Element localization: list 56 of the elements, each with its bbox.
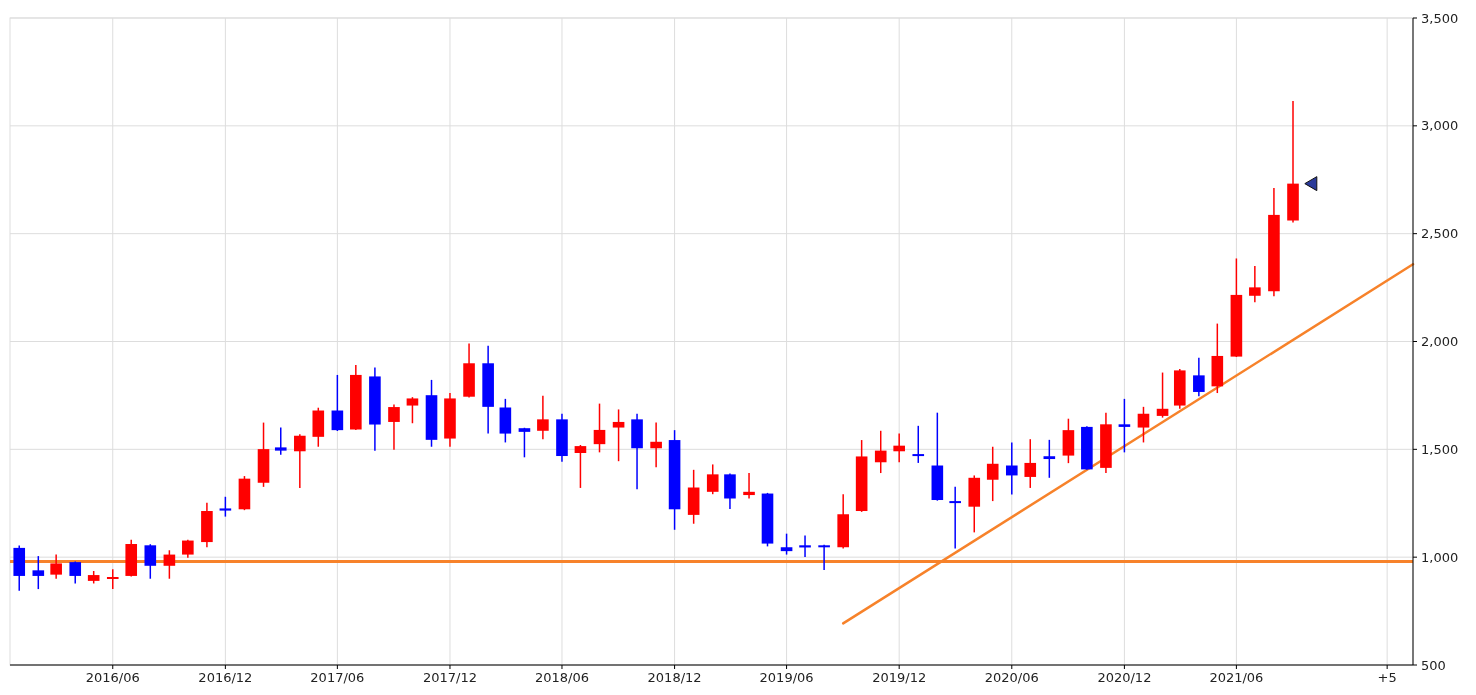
candlestick	[274, 426, 287, 456]
candlestick	[706, 463, 719, 495]
candlestick	[780, 532, 793, 556]
candlestick	[1193, 356, 1205, 398]
x-tick-label: 2018/12	[647, 670, 702, 685]
candlestick	[1137, 406, 1150, 444]
y-tick-label: 3,500	[1421, 10, 1459, 26]
x-tick-label: 2021/06	[1209, 670, 1264, 685]
candlestick	[593, 402, 606, 454]
candlestick	[1043, 439, 1056, 479]
candlestick	[537, 394, 549, 440]
x-tick-label: 2016/06	[85, 670, 140, 685]
candlestick	[799, 534, 811, 558]
candlestick	[1005, 441, 1018, 496]
candlestick	[612, 408, 625, 462]
x-tick-label: 2019/06	[759, 670, 814, 685]
candlestick	[50, 553, 62, 580]
candlestick	[518, 427, 531, 459]
candlestick	[219, 496, 232, 518]
y-tick-label: 3,000	[1421, 118, 1459, 134]
candlestick	[743, 472, 755, 500]
x-tick-label: +5	[1377, 670, 1397, 685]
x-tick-label: 2016/12	[198, 670, 253, 685]
candlestick	[294, 433, 306, 489]
candlestick	[818, 543, 830, 571]
candlestick	[1156, 371, 1169, 419]
x-tick-label: 2019/12	[872, 670, 927, 685]
candlestick	[32, 555, 45, 590]
y-tick-label: 2,500	[1421, 226, 1459, 242]
candlestick	[388, 403, 400, 451]
candlestick	[1024, 438, 1037, 489]
candlestick	[893, 432, 905, 464]
candlestick	[406, 396, 419, 424]
candlestick	[912, 425, 925, 464]
candlestick	[69, 560, 82, 585]
candlestick	[163, 549, 176, 580]
y-tick-label: 500	[1421, 657, 1446, 673]
y-tick-label: 1,500	[1421, 441, 1459, 457]
candlestick	[182, 538, 194, 559]
x-tick-label: 2018/06	[534, 670, 589, 685]
y-tick-label: 2,000	[1421, 334, 1459, 350]
candlestick	[986, 446, 999, 502]
candlestick	[650, 421, 662, 468]
candlestick	[874, 430, 887, 474]
x-tick-label: 2017/06	[310, 670, 365, 685]
x-tick-label: 2017/12	[422, 670, 477, 685]
candlestick	[106, 568, 119, 590]
candlestick	[574, 444, 587, 489]
candlestick	[1249, 265, 1261, 303]
candlestick	[949, 486, 961, 550]
y-tick-label: 1,000	[1421, 549, 1459, 565]
candlestick	[331, 374, 344, 432]
x-tick-label: 2020/06	[984, 670, 1039, 685]
candlestick	[1118, 398, 1131, 454]
x-tick-label: 2020/12	[1097, 670, 1152, 685]
candlestick	[144, 543, 157, 580]
